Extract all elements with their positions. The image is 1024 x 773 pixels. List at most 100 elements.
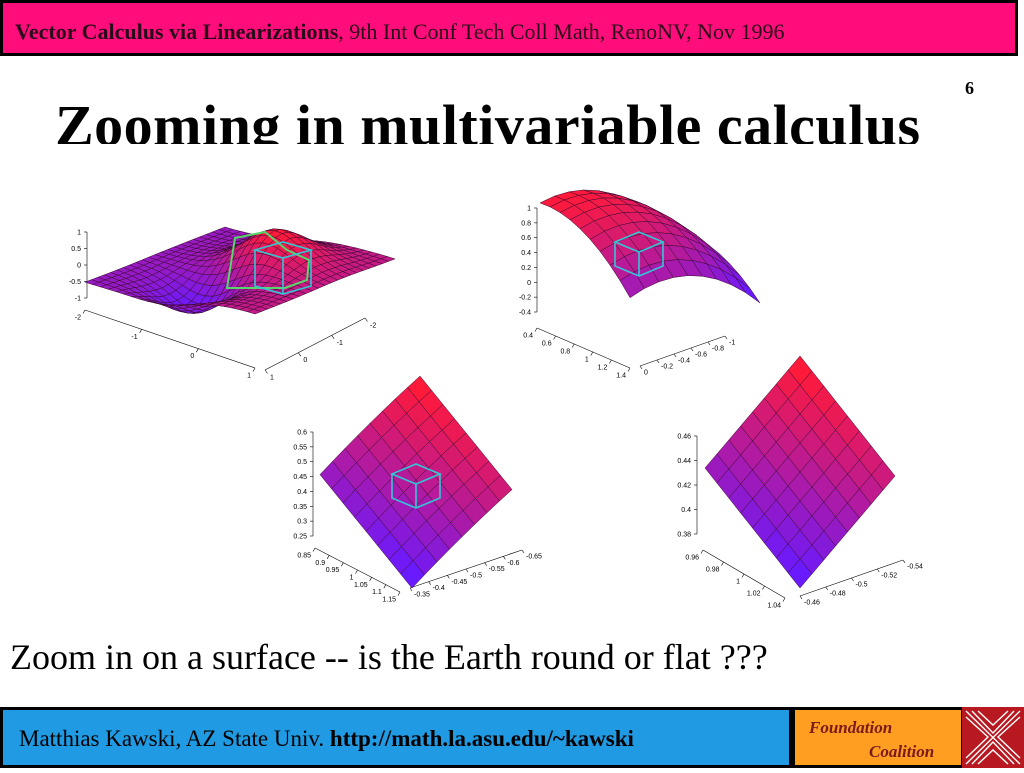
y-axis-tick-label: 0 xyxy=(644,370,648,377)
y-axis-tick xyxy=(447,575,450,579)
x-axis-tick-label: 0.9 xyxy=(315,560,325,567)
x-axis-tick-label: 1.04 xyxy=(767,603,781,610)
y-axis-tick xyxy=(298,352,302,357)
x-axis-tick xyxy=(762,585,765,590)
x-axis-tick xyxy=(326,555,330,559)
y-axis-tick xyxy=(465,568,469,573)
x-axis-tick xyxy=(700,549,704,554)
z-axis-tick-label: -1 xyxy=(75,296,81,303)
badge-line-1: Foundation xyxy=(809,718,893,737)
y-axis-axis-line xyxy=(639,335,726,367)
z-axis-tick-label: 0.45 xyxy=(293,474,307,481)
z-axis-tick-label: 0.42 xyxy=(677,483,691,490)
author-url-link[interactable]: http://math.la.asu.edu/~kawski xyxy=(329,726,634,751)
z-axis-tick-label: -0.2 xyxy=(519,295,531,302)
x-axis-tick-label: 0.8 xyxy=(560,349,570,356)
y-axis-tick-label: -0.54 xyxy=(907,564,923,571)
slide-number: 6 xyxy=(965,78,974,98)
z-axis-tick-label: 0.25 xyxy=(293,534,307,541)
x-axis-tick xyxy=(341,562,344,567)
y-axis-axis-line xyxy=(264,317,366,371)
y-axis-tick-label: -0.55 xyxy=(489,566,505,573)
y-axis-tick xyxy=(799,595,803,600)
x-axis-tick xyxy=(721,561,724,566)
y-axis-tick-label: -0.45 xyxy=(451,579,467,586)
surface-plot-full: 1 0.5 0 -0.5 -1 -2 -1 0 1 1 0 -1 -2 xyxy=(69,226,396,382)
z-axis-tick-label: 0.5 xyxy=(71,246,81,253)
x-axis-tick xyxy=(383,584,387,589)
x-axis-tick-label: 1.1 xyxy=(372,589,382,596)
z-axis-tick-label: 1 xyxy=(527,206,531,213)
x-axis-tick xyxy=(534,327,538,332)
conference-details: , 9th Int Conf Tech Coll Math, RenoNV, N… xyxy=(338,19,785,44)
coalition-logo-icon xyxy=(962,707,1024,768)
y-axis-tick-label: -0.52 xyxy=(881,573,897,580)
y-axis-tick-label: -0.4 xyxy=(678,358,690,365)
x-axis-tick-label: -1 xyxy=(131,334,137,341)
y-axis-tick xyxy=(690,347,694,352)
x-axis-tick xyxy=(196,348,199,353)
x-axis-tick-label: 1 xyxy=(585,357,589,364)
zoom-box-icon xyxy=(252,241,314,295)
x-axis-axis-line xyxy=(314,547,401,593)
x-axis-tick-label: 0.95 xyxy=(326,567,340,574)
x-axis-tick-label: 0.6 xyxy=(542,341,552,348)
z-axis-tick-label: 0.6 xyxy=(521,235,531,242)
y-axis-tick-label: -0.6 xyxy=(695,352,707,359)
y-axis-tick xyxy=(364,317,368,322)
y-axis-tick-label: -0.5 xyxy=(470,573,482,580)
y-axis-tick xyxy=(639,365,643,370)
z-axis-tick-label: 0.5 xyxy=(297,459,307,466)
surface-plot-zoom-3: 0.46 0.44 0.42 0.4 0.38 0.96 0.98 1 1.02 1.04 -0.4… xyxy=(677,355,923,610)
conference-line: Vector Calculus via Linearizations, 9th … xyxy=(15,19,784,45)
y-axis-axis-line xyxy=(799,559,904,597)
surface-cell xyxy=(787,558,813,589)
z-axis-tick-label: 0 xyxy=(77,263,81,270)
y-axis-tick-label: -0.6 xyxy=(507,560,519,567)
y-axis-tick xyxy=(724,335,728,340)
x-axis-tick-label: 1 xyxy=(350,575,354,582)
y-axis-tick xyxy=(877,568,880,573)
z-axis-tick-label: 0.2 xyxy=(521,265,531,272)
x-axis-tick xyxy=(590,351,594,356)
surface-plot-zoom-1: 1 0.8 0.6 0.4 0.2 0 -0.2 -0.4 0.4 0.6 0.8 1 1.2 1.4 0 -… xyxy=(519,189,761,380)
y-axis-tick-label: -0.8 xyxy=(712,346,724,353)
x-axis-tick-label: 1.15 xyxy=(382,597,396,604)
x-axis-tick xyxy=(571,343,575,348)
x-axis-tick xyxy=(397,591,401,596)
z-axis-tick-label: 0.4 xyxy=(521,250,531,257)
z-axis-tick-label: 0.8 xyxy=(521,220,531,227)
y-axis-axis-line xyxy=(409,549,523,589)
y-axis-tick-label: -0.46 xyxy=(804,600,820,607)
conference-title: Vector Calculus via Linearizations xyxy=(15,19,339,44)
header-banner: Vector Calculus via Linearizations, 9th … xyxy=(0,0,1018,56)
footer-bar: Matthias Kawski, AZ State Univ. http://m… xyxy=(0,707,792,768)
x-axis-tick xyxy=(252,367,256,372)
x-axis-tick xyxy=(627,367,631,372)
z-axis-tick-label: 0.4 xyxy=(297,489,307,496)
y-axis-tick-label: -0.2 xyxy=(661,364,673,371)
x-axis-tick xyxy=(782,597,786,602)
surface-plot-zoom-2: 0.6 0.55 0.5 0.45 0.4 0.35 0.3 0.25 0.85 0.90.95 1… xyxy=(293,375,542,604)
y-axis-tick xyxy=(902,559,906,564)
y-axis-tick xyxy=(428,581,431,585)
x-axis-axis-line xyxy=(536,327,631,369)
x-axis-tick-label: 1.2 xyxy=(598,365,608,372)
title-region: Zooming in multivariable calculus xyxy=(0,92,1024,144)
y-axis-tick xyxy=(264,369,268,374)
x-axis-tick xyxy=(139,329,142,333)
z-axis-tick-label: 0.38 xyxy=(677,532,691,539)
slide-caption: Zoom in on a surface -- is the Earth rou… xyxy=(10,637,768,677)
x-axis-tick-label: 0.96 xyxy=(685,555,699,562)
x-axis-tick-label: 1 xyxy=(247,373,251,380)
y-axis-tick-label: -2 xyxy=(370,323,376,330)
z-axis-tick-label: 0.44 xyxy=(677,458,691,465)
y-axis-tick-label: -0.48 xyxy=(830,591,846,598)
surface-cell xyxy=(246,309,263,315)
y-axis-tick xyxy=(851,577,854,582)
x-axis-tick-label: -2 xyxy=(75,315,81,322)
y-axis-tick xyxy=(825,586,828,591)
x-axis-tick xyxy=(609,359,612,364)
y-axis-tick xyxy=(673,353,677,358)
x-axis-tick-label: 0.98 xyxy=(706,567,720,574)
